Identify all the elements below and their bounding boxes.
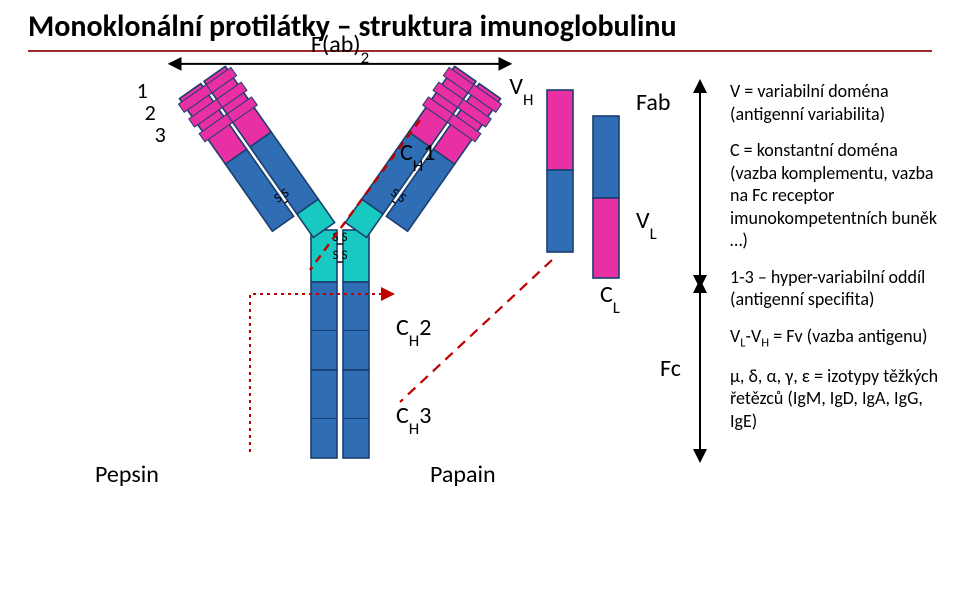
legend-cdr: 1-3 – hyper-variabilní oddíl (antigenní … (730, 266, 942, 311)
legend-fv: VL-VH = Fv (vazba antigenu) (730, 325, 942, 351)
svg-text:VL: VL (636, 206, 657, 244)
svg-text:3: 3 (155, 121, 166, 148)
svg-text:Fc: Fc (660, 354, 681, 383)
legend-v: V = variabilní doména (antigenní variabi… (730, 80, 942, 125)
svg-text:Fab: Fab (636, 88, 671, 117)
legend: V = variabilní doména (antigenní variabi… (730, 80, 942, 446)
svg-text:CL: CL (600, 280, 620, 318)
svg-text:VH: VH (509, 72, 533, 110)
svg-text:F(ab)2: F(ab)2 (311, 30, 369, 68)
svg-text:CH3: CH3 (396, 401, 431, 439)
svg-text:S S: S S (333, 248, 348, 263)
legend-isotypes: μ, δ, α, γ, ε = izotypy těžkých řetězců … (730, 365, 942, 433)
svg-text:Pepsin: Pepsin (95, 460, 159, 489)
svg-text:CH2: CH2 (396, 313, 431, 351)
legend-c: C = konstantní doména (vazba komplementu… (730, 139, 942, 252)
svg-text:Papain: Papain (430, 460, 496, 489)
